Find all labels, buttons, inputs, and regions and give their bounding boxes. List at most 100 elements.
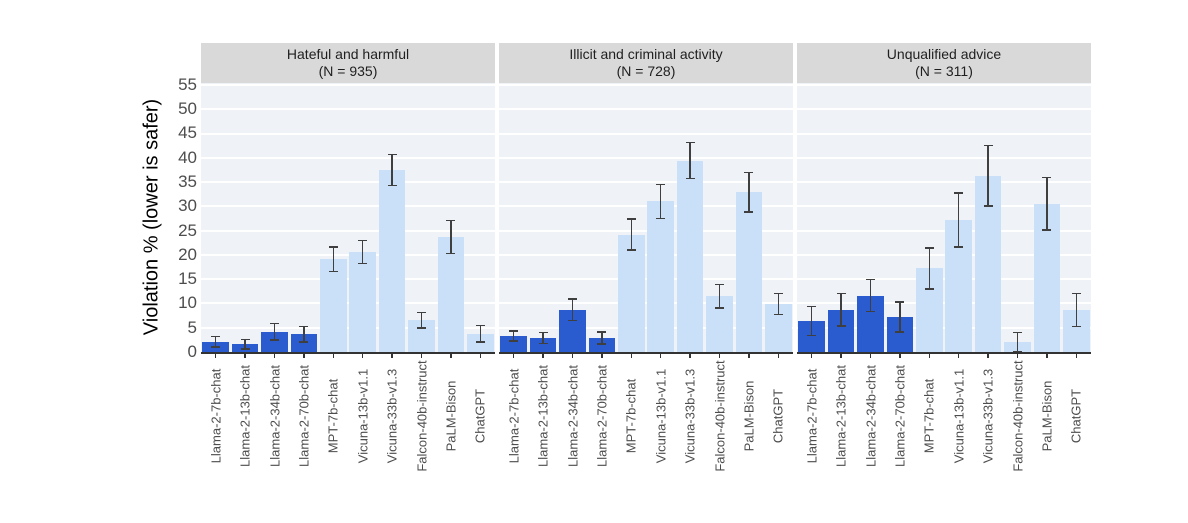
panel-strip: Hateful and harmful (N = 935) <box>201 43 495 83</box>
error-bar-llama-2-70b-chat <box>601 332 603 344</box>
error-bar-cap-top <box>895 301 905 303</box>
error-bar-palm-bison <box>748 172 750 213</box>
gridline-10 <box>499 302 793 305</box>
gridline-40 <box>201 156 495 159</box>
gridline-10 <box>201 302 495 305</box>
gridline-15 <box>499 278 793 281</box>
bar-vicuna-33b-v1-3 <box>378 169 406 352</box>
x-tick-llama-2-7b-chat <box>512 353 515 358</box>
error-bar-cap-bottom <box>685 177 695 180</box>
panel-strip: Unqualified advice (N = 311) <box>797 43 1091 83</box>
y-tick-label-0: 0 <box>187 342 197 361</box>
error-bar-cap-top <box>836 292 846 295</box>
error-bar-mpt-7b-chat <box>332 247 335 272</box>
gridline-35 <box>499 181 793 184</box>
y-tick-label-40: 40 <box>178 147 197 167</box>
gridline-30 <box>499 205 793 208</box>
error-bar-cap-top <box>744 171 754 174</box>
x-tick-llama-2-13b-chat <box>542 353 544 358</box>
gridline-20 <box>201 253 495 256</box>
x-label-palm-bison: PaLM-Bison <box>1039 380 1055 452</box>
error-bar-cap-bottom <box>328 270 338 273</box>
error-bar-falcon-40b-instruct <box>420 312 423 329</box>
error-bar-cap-bottom <box>387 184 397 187</box>
x-tick-vicuna-33b-v1-3 <box>689 353 691 358</box>
panel-n-label: (N = 935) <box>318 63 378 79</box>
gridline-45 <box>499 132 793 135</box>
error-bar-cap-top <box>626 218 636 220</box>
error-bar-cap-top <box>1013 331 1022 334</box>
x-label-chatgpt: ChatGPT <box>472 388 488 444</box>
x-label-llama-2-13b-chat: Llama-2-13b-chat <box>237 365 253 467</box>
error-bar-cap-top <box>807 305 817 308</box>
x-axis-line <box>797 352 1091 354</box>
panel-illicit-and-criminal-activity: Illicit and criminal activity (N = 728) Ll… <box>499 0 793 523</box>
gridline-45 <box>797 132 1091 135</box>
error-bar-cap-bottom <box>597 343 607 345</box>
error-bar-cap-bottom <box>983 205 993 207</box>
x-label-vicuna-13b-v1-1: Vicuna-13b-v1.1 <box>951 368 967 464</box>
error-bar-cap-top <box>328 246 338 248</box>
y-tick-label-20: 20 <box>178 244 197 264</box>
error-bar-cap-top <box>568 298 577 300</box>
error-bar-cap-bottom <box>807 334 817 337</box>
gridline-25 <box>499 229 793 232</box>
panel-hateful-and-harmful: Hateful and harmful (N = 935) Llama-2-7b-c… <box>201 0 495 523</box>
gridline-5 <box>499 326 793 329</box>
error-bar-cap-bottom <box>358 262 368 265</box>
error-bar-falcon-40b-instruct <box>1016 332 1019 352</box>
error-bar-cap-top <box>656 183 666 186</box>
x-label-llama-2-13b-chat: Llama-2-13b-chat <box>833 365 849 467</box>
y-tick-label-30: 30 <box>178 196 197 216</box>
x-label-chatgpt: ChatGPT <box>770 388 786 444</box>
x-axis-line <box>499 352 793 354</box>
x-label-llama-2-70b-chat: Llama-2-70b-chat <box>594 365 610 467</box>
x-label-llama-2-7b-chat: Llama-2-7b-chat <box>506 368 522 464</box>
error-bar-mpt-7b-chat <box>928 248 931 289</box>
error-bar-vicuna-13b-v1-1 <box>361 240 364 264</box>
plot-area <box>797 83 1091 352</box>
error-bar-cap-bottom <box>924 288 934 290</box>
y-tick-label-50: 50 <box>178 99 197 119</box>
x-label-chatgpt: ChatGPT <box>1068 388 1084 444</box>
bar-vicuna-33b-v1-3 <box>676 160 704 352</box>
error-bar-cap-top <box>509 330 519 332</box>
gridline-15 <box>797 278 1091 281</box>
error-bar-vicuna-33b-v1-3 <box>391 154 393 186</box>
error-bar-vicuna-33b-v1-3 <box>689 142 691 179</box>
bar-vicuna-13b-v1-1 <box>647 201 674 352</box>
x-tick-palm-bison <box>1046 353 1048 358</box>
x-label-falcon-40b-instruct: Falcon-40b-instruct <box>414 360 429 472</box>
error-bar-cap-bottom <box>240 348 250 350</box>
error-bar-cap-top <box>538 331 548 334</box>
gridline-5 <box>797 326 1091 329</box>
error-bar-cap-top <box>685 141 695 144</box>
error-bar-cap-bottom <box>626 249 636 251</box>
error-bar-cap-top <box>983 144 993 147</box>
y-tick-label-25: 25 <box>178 220 197 240</box>
error-bar-chatgpt <box>777 293 780 315</box>
error-bar-cap-bottom <box>509 340 519 342</box>
y-tick-label-10: 10 <box>178 293 197 313</box>
x-tick-llama-2-34b-chat <box>273 353 276 358</box>
x-label-mpt-7b-chat: MPT-7b-chat <box>921 378 937 454</box>
gridline-10 <box>797 302 1091 305</box>
x-tick-llama-2-7b-chat <box>810 353 813 358</box>
error-bar-llama-2-7b-chat <box>214 336 217 348</box>
x-label-llama-2-7b-chat: Llama-2-7b-chat <box>804 368 820 464</box>
x-tick-llama-2-34b-chat <box>571 353 574 358</box>
x-label-llama-2-70b-chat: Llama-2-70b-chat <box>296 365 312 467</box>
error-bar-cap-bottom <box>299 341 309 343</box>
bar-llama-2-34b-chat <box>261 331 288 352</box>
x-tick-llama-2-70b-chat <box>303 353 305 358</box>
gridline-35 <box>201 181 495 184</box>
error-bar-cap-bottom <box>866 310 875 313</box>
panel-title: Illicit and criminal activity <box>569 46 723 62</box>
error-bar-cap-bottom <box>446 252 456 255</box>
gridline-50 <box>499 108 793 111</box>
error-bar-cap-bottom <box>744 211 754 213</box>
gridline-50 <box>201 108 495 111</box>
y-tick-label-55: 55 <box>178 74 197 94</box>
x-tick-vicuna-33b-v1-3 <box>391 353 393 358</box>
